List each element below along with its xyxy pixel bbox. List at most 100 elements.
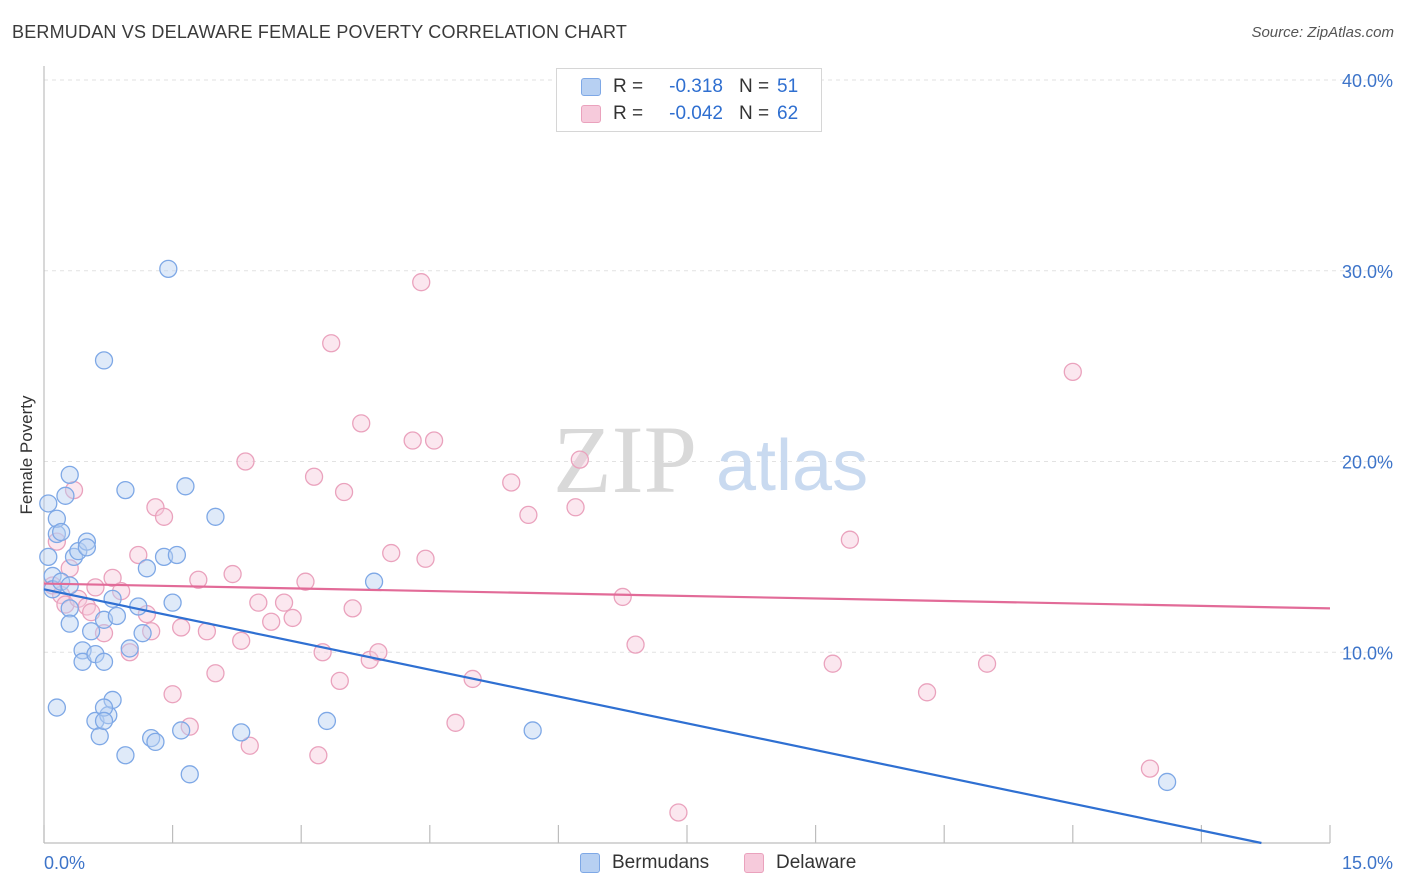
bermudans-point (159, 259, 178, 278)
delaware-point (352, 414, 371, 433)
delaware-point (669, 803, 688, 822)
data-points (39, 259, 1177, 822)
legend-row-bermudans: R = -0.318 N = 51 (581, 75, 798, 99)
delaware-point (403, 431, 422, 450)
bermudans-point (47, 698, 67, 717)
x-tick-label-min: 0.0% (44, 853, 85, 873)
bermudans-point (206, 507, 225, 526)
delaware-point (86, 578, 105, 597)
r-label: R = (613, 103, 644, 124)
bermudans-point (137, 559, 157, 578)
bermudans-point (116, 746, 135, 765)
axes (43, 66, 1331, 844)
bermudans-point (94, 711, 114, 731)
bermudans-point (317, 711, 337, 731)
delaware-point (189, 570, 208, 589)
bermudans-point (51, 572, 71, 591)
bermudans-point (90, 727, 109, 746)
r-label: R = (613, 76, 644, 97)
delaware-point (172, 618, 191, 637)
delaware-legend-swatch (744, 853, 764, 873)
delaware-point (232, 631, 251, 650)
delaware-point (446, 713, 465, 732)
bermudans-point (60, 465, 79, 485)
delaware-point (274, 593, 294, 612)
delaware-point (236, 452, 255, 471)
bermudans-point (39, 494, 58, 513)
delaware-point (343, 599, 362, 618)
delaware-swatch (581, 105, 601, 123)
legend-item-bermudans[interactable]: Bermudans (580, 852, 709, 874)
delaware-point (1063, 362, 1082, 381)
delaware-point (382, 543, 401, 563)
bermudans-point (107, 606, 127, 626)
delaware-point (223, 564, 242, 584)
delaware-point (1140, 759, 1160, 778)
delaware-point (249, 593, 268, 612)
delaware-point (322, 334, 341, 353)
r-value: -0.318 (669, 76, 723, 97)
n-label: N = (739, 76, 770, 97)
bermudans-point (133, 624, 152, 643)
delaware-point (296, 572, 315, 591)
delaware-point (917, 683, 937, 702)
y-tick-label: 40.0% (1342, 71, 1393, 91)
delaware-point (570, 450, 589, 469)
delaware-point (330, 671, 349, 691)
bermudans-legend-label: Bermudans (612, 852, 710, 873)
delaware-point (369, 643, 388, 662)
delaware-point (206, 664, 225, 683)
bermudans-point (56, 486, 75, 505)
watermark: ZIP atlas (553, 406, 868, 513)
bermudans-point (180, 765, 199, 784)
delaware-point (103, 568, 122, 588)
n-value: 51 (777, 76, 799, 97)
delaware-point (262, 612, 281, 631)
delaware-point (180, 717, 199, 736)
x-tick-label-max: 15.0% (1342, 853, 1393, 873)
gridlines (44, 79, 1394, 653)
bermudans-point (94, 351, 114, 370)
bermudans-point (82, 622, 101, 641)
delaware-point (334, 482, 354, 502)
delaware-point (154, 507, 174, 526)
bermudans-point (116, 480, 135, 500)
delaware-point (840, 530, 860, 549)
delaware-point (626, 635, 645, 654)
bermudans-point (1157, 772, 1177, 792)
delaware-point (519, 505, 538, 525)
delaware-point (47, 532, 67, 551)
bermudans-point (39, 547, 58, 567)
watermark-atlas: atlas (716, 426, 868, 506)
delaware-point (309, 746, 328, 765)
series-legend: Bermudans Delaware (0, 852, 1406, 876)
bermudans-point (167, 545, 187, 565)
bermudans-point (129, 597, 148, 616)
delaware-legend-label: Delaware (776, 852, 857, 873)
legend-row-delaware: R = -0.042 N = 62 (581, 102, 798, 126)
bermudans-point (94, 698, 114, 717)
source-note: Source: ZipAtlas.com (1251, 24, 1394, 41)
bermudans-point (120, 639, 139, 658)
n-value: 62 (777, 103, 799, 124)
delaware-point (823, 654, 842, 673)
r-value: -0.042 (669, 103, 723, 124)
bermudans-point (523, 721, 542, 740)
bermudans-point (146, 732, 165, 752)
y-tick-label: 20.0% (1342, 453, 1393, 473)
delaware-point (412, 273, 431, 292)
y-tick-label: 30.0% (1342, 262, 1393, 282)
watermark-zip: ZIP (553, 406, 697, 513)
legend-item-delaware[interactable]: Delaware (744, 852, 856, 874)
bermudans-point (60, 614, 79, 633)
bermudans-point (232, 723, 251, 742)
delaware-point (283, 608, 302, 628)
delaware-point (163, 685, 182, 704)
bermudans-point (77, 538, 97, 557)
bermudans-point (60, 576, 79, 595)
bermudans-point (176, 477, 195, 496)
y-tick-label: 10.0% (1342, 643, 1393, 663)
delaware-point (566, 498, 585, 517)
delaware-trend-line (43, 582, 1331, 610)
